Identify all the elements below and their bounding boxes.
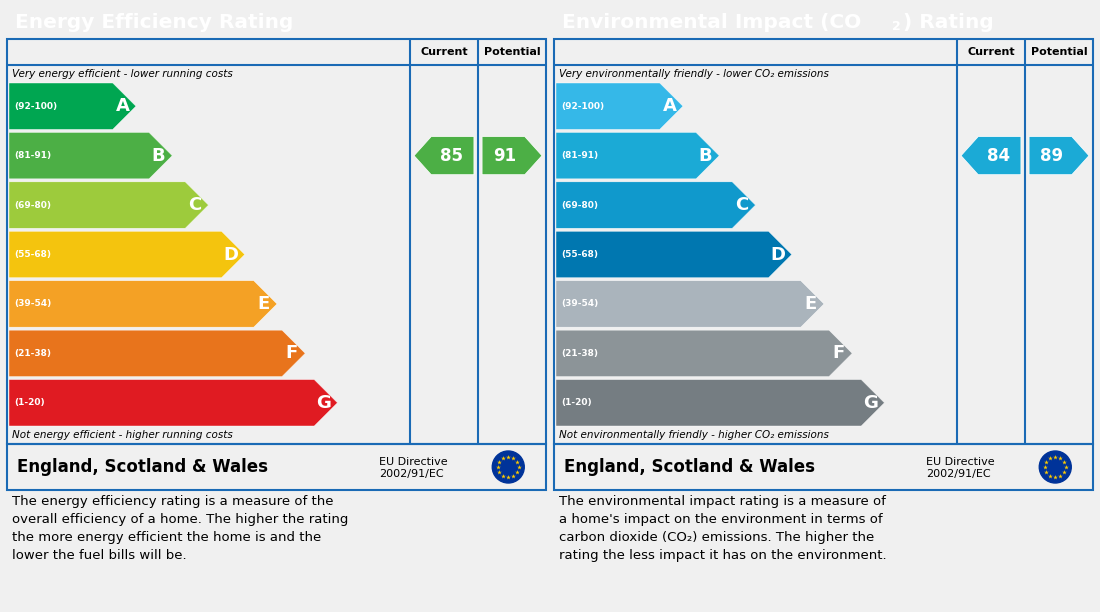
Text: B: B bbox=[152, 147, 165, 165]
Text: (1-20): (1-20) bbox=[561, 398, 592, 407]
Text: 2002/91/EC: 2002/91/EC bbox=[378, 469, 443, 479]
Text: Not environmentally friendly - higher CO₂ emissions: Not environmentally friendly - higher CO… bbox=[559, 430, 829, 440]
Text: 2: 2 bbox=[892, 20, 901, 32]
Text: C: C bbox=[735, 196, 748, 214]
Text: EU Directive: EU Directive bbox=[926, 457, 994, 467]
Polygon shape bbox=[961, 136, 1021, 174]
Text: (92-100): (92-100) bbox=[14, 102, 57, 111]
Text: The environmental impact rating is a measure of
a home's impact on the environme: The environmental impact rating is a mea… bbox=[559, 495, 887, 562]
Text: 84: 84 bbox=[987, 147, 1010, 165]
Polygon shape bbox=[9, 132, 173, 179]
Text: (39-54): (39-54) bbox=[561, 299, 598, 308]
Text: E: E bbox=[804, 295, 816, 313]
Polygon shape bbox=[9, 182, 209, 228]
Text: Very energy efficient - lower running costs: Very energy efficient - lower running co… bbox=[12, 69, 233, 79]
Text: (55-68): (55-68) bbox=[14, 250, 51, 259]
Text: ) Rating: ) Rating bbox=[903, 12, 994, 31]
Text: (81-91): (81-91) bbox=[14, 151, 51, 160]
Polygon shape bbox=[556, 281, 824, 327]
Text: 85: 85 bbox=[440, 147, 463, 165]
Text: England, Scotland & Wales: England, Scotland & Wales bbox=[564, 458, 815, 476]
Text: D: D bbox=[771, 245, 785, 264]
Text: (81-91): (81-91) bbox=[561, 151, 598, 160]
Text: B: B bbox=[698, 147, 713, 165]
Text: A: A bbox=[116, 97, 130, 115]
Text: 91: 91 bbox=[493, 147, 516, 165]
Text: F: F bbox=[286, 345, 298, 362]
Text: F: F bbox=[833, 345, 845, 362]
Text: (92-100): (92-100) bbox=[561, 102, 604, 111]
Polygon shape bbox=[9, 231, 245, 278]
Text: 2002/91/EC: 2002/91/EC bbox=[926, 469, 990, 479]
Polygon shape bbox=[414, 136, 474, 174]
Text: Not energy efficient - higher running costs: Not energy efficient - higher running co… bbox=[12, 430, 233, 440]
Text: (21-38): (21-38) bbox=[14, 349, 51, 358]
Text: 89: 89 bbox=[1040, 147, 1063, 165]
Polygon shape bbox=[9, 330, 305, 376]
Polygon shape bbox=[556, 330, 852, 376]
Text: G: G bbox=[317, 394, 331, 412]
Text: The energy efficiency rating is a measure of the
overall efficiency of a home. T: The energy efficiency rating is a measur… bbox=[12, 495, 349, 562]
Text: Current: Current bbox=[420, 47, 468, 57]
Polygon shape bbox=[556, 83, 683, 129]
Text: (69-80): (69-80) bbox=[14, 201, 51, 209]
Text: Energy Efficiency Rating: Energy Efficiency Rating bbox=[15, 12, 294, 31]
Text: EU Directive: EU Directive bbox=[378, 457, 448, 467]
Text: E: E bbox=[257, 295, 270, 313]
Circle shape bbox=[493, 451, 525, 483]
Text: (1-20): (1-20) bbox=[14, 398, 45, 407]
Polygon shape bbox=[482, 136, 542, 174]
Text: A: A bbox=[662, 97, 676, 115]
Text: England, Scotland & Wales: England, Scotland & Wales bbox=[16, 458, 268, 476]
Polygon shape bbox=[556, 379, 884, 426]
Text: (21-38): (21-38) bbox=[561, 349, 598, 358]
Text: Potential: Potential bbox=[1031, 47, 1087, 57]
Text: Environmental Impact (CO: Environmental Impact (CO bbox=[562, 12, 861, 31]
Polygon shape bbox=[9, 83, 136, 129]
Text: (55-68): (55-68) bbox=[561, 250, 598, 259]
Text: Very environmentally friendly - lower CO₂ emissions: Very environmentally friendly - lower CO… bbox=[559, 69, 829, 79]
Text: D: D bbox=[223, 245, 239, 264]
Text: (69-80): (69-80) bbox=[561, 201, 598, 209]
Text: C: C bbox=[188, 196, 201, 214]
Polygon shape bbox=[9, 281, 277, 327]
Text: (39-54): (39-54) bbox=[14, 299, 52, 308]
Polygon shape bbox=[9, 379, 338, 426]
Polygon shape bbox=[1030, 136, 1089, 174]
Text: Potential: Potential bbox=[484, 47, 540, 57]
Polygon shape bbox=[556, 182, 756, 228]
Circle shape bbox=[1040, 451, 1071, 483]
Polygon shape bbox=[556, 132, 719, 179]
Text: Current: Current bbox=[967, 47, 1015, 57]
Text: G: G bbox=[864, 394, 878, 412]
Polygon shape bbox=[556, 231, 792, 278]
